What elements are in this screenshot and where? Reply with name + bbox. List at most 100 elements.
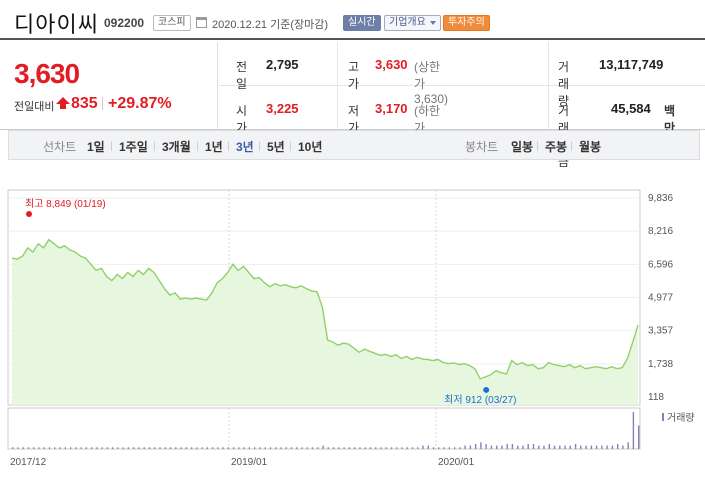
divider: [548, 42, 549, 130]
volume-bar: [427, 445, 429, 449]
volume-bar: [48, 447, 51, 449]
volume-bar: [401, 447, 403, 449]
volume-bar: [311, 447, 314, 449]
volume-bar: [522, 445, 524, 449]
volume-bar: [422, 445, 424, 449]
period-1d[interactable]: 1일: [87, 140, 105, 154]
base-date: 2020.12.21 기준(장마감): [212, 19, 329, 31]
volume-bar: [159, 447, 161, 449]
realtime-button[interactable]: 실시간: [343, 15, 381, 31]
line-chart-label: 선차트: [43, 140, 77, 154]
x-tick-label: 2019/01: [231, 457, 268, 468]
volume-bar: [595, 445, 598, 449]
volume-bar: [364, 447, 366, 449]
candle-chart-label: 봉차트: [465, 140, 499, 154]
volume-bar: [548, 444, 550, 449]
volume-bar: [396, 447, 398, 449]
volume-bar: [332, 447, 335, 449]
change-amount: 835: [71, 95, 98, 112]
y-tick-label: 9,836: [648, 193, 673, 204]
volume-bar: [543, 445, 545, 449]
volume-bar: [380, 447, 382, 449]
volume-bar: [569, 445, 571, 449]
period-1y[interactable]: 1년: [205, 140, 223, 154]
candle-daily[interactable]: 일봉: [511, 140, 534, 154]
volume-bar: [12, 447, 14, 449]
stat-value: 13,117,749: [599, 57, 664, 72]
volume-bar: [154, 447, 156, 449]
volume-bar: [206, 447, 208, 449]
chart-axes: 9,836 8,216 6,596 4,977 3,357 1,738 118 2017/12…: [10, 193, 673, 468]
price-chart[interactable]: 9,836 8,216 6,596 4,977 3,357 1,738 118 2017/12…: [0, 180, 705, 482]
stats-row-1: 전일 2,795 고가 3,630 (상한가 3,630) 거래량 13,117…: [219, 42, 705, 108]
volume-bar: [448, 447, 450, 449]
candle-monthly[interactable]: 월봉: [579, 140, 602, 154]
volume-bar: [201, 447, 203, 449]
market-badge: 코스피: [153, 15, 191, 31]
stock-code: 092200: [104, 16, 145, 30]
volume-bar: [101, 447, 103, 449]
volume-bar: [133, 447, 135, 449]
volume-bar: [33, 447, 35, 449]
volume-bar: [343, 447, 345, 449]
volume-bar: [390, 447, 393, 449]
volume-bar: [490, 445, 493, 449]
volume-bar: [632, 412, 635, 449]
volume-frame: [7, 407, 641, 450]
y-tick-label: 8,216: [648, 226, 673, 237]
volume-bar: [143, 447, 145, 449]
investment-warning-badge: 투자주의: [443, 15, 490, 31]
period-5y[interactable]: 5년: [267, 140, 285, 154]
volume-bar: [553, 445, 556, 449]
volume-bar: [17, 447, 19, 449]
volume-bar: [232, 447, 235, 449]
volume-bar: [438, 447, 440, 449]
volume-bar: [75, 447, 77, 449]
y-tick-label: 4,977: [648, 293, 673, 304]
y-tick-label: 118: [648, 392, 664, 403]
volume-bar: [353, 447, 356, 449]
min-label: 최저 912 (03/27): [444, 394, 516, 406]
price-line: [11, 238, 639, 380]
stock-name: 디아이씨: [14, 12, 99, 37]
volume-bar: [59, 447, 61, 449]
volume-bar: [285, 447, 287, 449]
stat-value: 45,584: [611, 101, 651, 116]
stat-label: 전일: [236, 60, 248, 91]
stock-header: 디아이씨 092200 코스피 2020.12.21 기준(장마감) 실시간 기…: [0, 0, 705, 40]
divider: [259, 141, 260, 151]
up-arrow-icon: [56, 97, 70, 109]
divider: [537, 141, 538, 151]
volume-bar: [606, 445, 608, 449]
volume-bar: [54, 447, 56, 449]
volume-bar: [290, 447, 293, 449]
volume-bar: [627, 442, 629, 449]
volume-bar: [301, 447, 303, 449]
volume-bar: [211, 447, 214, 449]
period-3y[interactable]: 3년: [236, 140, 254, 154]
volume-bar: [238, 447, 240, 449]
y-tick-label: 3,357: [648, 326, 673, 337]
period-1w[interactable]: 1주일: [119, 140, 148, 154]
chart-period-toolbar: 선차트 1일 1주일 3개월 1년 3년 5년 10년 봉차트 일봉 주봉 월봉: [8, 130, 700, 160]
volume-bar: [485, 444, 487, 449]
volume-bar: [511, 444, 514, 449]
candle-weekly[interactable]: 주봉: [545, 140, 568, 154]
volume-bars: [12, 412, 640, 449]
volume-bar: [190, 447, 193, 449]
price-area-fill: [12, 239, 638, 405]
divider: [337, 42, 338, 130]
volume-bar: [217, 447, 219, 449]
volume-bar: [527, 444, 529, 449]
volume-bar: [243, 447, 245, 449]
y-tick-label: 1,738: [648, 359, 673, 370]
company-info-dropdown[interactable]: 기업개요: [384, 15, 441, 31]
volume-bar: [196, 447, 198, 449]
period-3m[interactable]: 3개월: [162, 140, 191, 154]
volume-bar: [164, 447, 166, 449]
period-10y[interactable]: 10년: [298, 140, 323, 154]
volume-bar: [27, 447, 30, 449]
volume-bar: [117, 447, 119, 449]
volume-legend-swatch: [662, 413, 664, 421]
volume-bar: [517, 445, 519, 449]
